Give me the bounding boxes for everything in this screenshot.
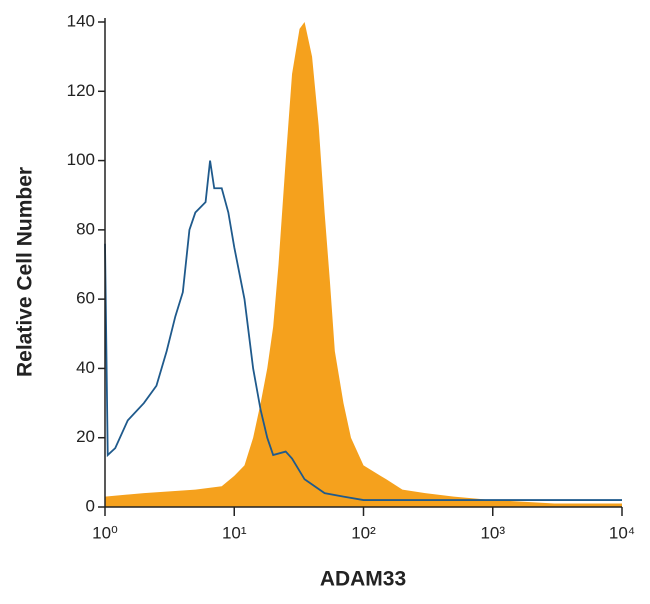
y-tick-label: 140 [67, 11, 95, 30]
x-axis-label: ADAM33 [320, 568, 406, 591]
y-tick-label: 100 [67, 150, 95, 169]
histogram-area [105, 22, 622, 507]
y-tick-label: 20 [76, 427, 95, 446]
histogram-outline [104, 160, 622, 501]
y-axis-label: Relative Cell Number [14, 167, 37, 377]
y-tick-label: 80 [76, 219, 95, 238]
x-tick-label: 10³ [480, 523, 505, 542]
y-tick-label: 0 [86, 496, 95, 515]
y-tick-label: 40 [76, 358, 95, 377]
x-tick-label: 10² [351, 523, 376, 542]
y-tick-label: 120 [67, 81, 95, 100]
x-tick-label: 10⁰ [92, 523, 118, 542]
x-tick-label: 10⁴ [609, 523, 635, 542]
x-tick-label: 10¹ [222, 523, 247, 542]
y-tick-label: 60 [76, 289, 95, 308]
